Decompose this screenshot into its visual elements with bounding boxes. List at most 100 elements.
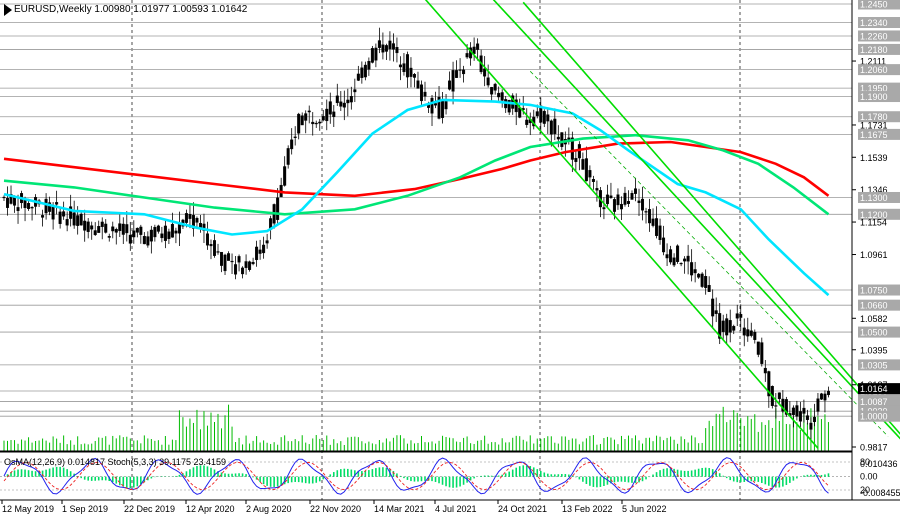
time-axis-labels: 12 May 2019 1 Sep 2019 22 Dec 2019 12 Apr 2… <box>1 500 667 514</box>
candle-body <box>826 390 830 396</box>
candle-body <box>823 393 827 401</box>
candle-body <box>584 158 588 182</box>
moving-averages <box>3 98 830 297</box>
candle-body <box>735 313 739 319</box>
candle-body <box>760 342 764 364</box>
candle-body <box>353 89 357 93</box>
price-tag-bg <box>858 299 900 311</box>
candle-body <box>342 102 346 108</box>
candle-body <box>549 120 553 135</box>
time-label: 1 Sep 2019 <box>62 504 108 514</box>
candle-body <box>630 193 634 200</box>
candle-body <box>360 67 364 78</box>
candle-body <box>262 244 266 254</box>
candle-body <box>690 262 694 276</box>
candle-body <box>714 310 718 314</box>
candle-body <box>749 330 753 336</box>
candle-body <box>612 199 616 212</box>
candle-body <box>332 111 336 117</box>
candle-body <box>405 54 409 78</box>
candle-body <box>451 70 455 92</box>
candle-body <box>816 398 820 412</box>
candle-body <box>616 194 620 206</box>
candle-body <box>318 121 322 124</box>
price-label: 1.1154 <box>860 218 887 228</box>
candle-body <box>30 207 34 209</box>
candle-body <box>686 255 690 262</box>
candle-body <box>700 273 704 287</box>
candle-body <box>195 218 199 223</box>
candle-body <box>290 139 294 150</box>
candle-body <box>525 119 529 125</box>
candle-body <box>377 40 381 48</box>
candle-body <box>276 197 280 220</box>
candle-body <box>328 101 332 115</box>
candle-body <box>819 393 823 400</box>
candle-body <box>69 206 73 219</box>
candle-body <box>135 227 139 233</box>
candle-body <box>634 188 638 194</box>
candle-body <box>434 103 438 106</box>
candle-body <box>430 97 434 114</box>
candle-body <box>753 331 757 340</box>
candle-body <box>553 118 557 135</box>
ema-line <box>3 133 830 216</box>
candle-body <box>258 249 262 254</box>
price-tag-bg <box>858 91 900 103</box>
price-tag-bg <box>858 64 900 76</box>
candle-body <box>41 215 45 218</box>
candle-body <box>212 240 216 256</box>
chart-header: EURUSD,Weekly 1.00980 1.01977 1.00593 1.… <box>14 4 248 15</box>
candle-body <box>6 197 10 208</box>
candle-body <box>416 80 420 89</box>
candle-body <box>356 73 360 81</box>
candle-body <box>220 251 224 266</box>
stoch-main-line <box>3 457 829 495</box>
candle-body <box>437 96 441 119</box>
candle-body <box>542 110 546 124</box>
time-label: 13 Feb 2022 <box>562 504 613 514</box>
candle-body <box>188 214 192 219</box>
candle-body <box>48 202 52 212</box>
horizontal-levels <box>0 3 852 417</box>
candle-body <box>588 170 592 178</box>
time-label: 12 Apr 2020 <box>186 504 235 514</box>
candle-body <box>476 43 480 50</box>
candle-body <box>79 213 83 226</box>
price-tag-text: 1.0750 <box>860 286 888 296</box>
price-tag-text: 1.1200 <box>860 210 888 220</box>
candle-body <box>556 136 560 140</box>
candle-body <box>374 47 378 61</box>
price-tag-text: 1.1900 <box>860 92 888 102</box>
axes <box>0 0 853 500</box>
candle-body <box>655 218 659 236</box>
oscillator-panel <box>0 451 900 501</box>
candle-body <box>163 225 167 241</box>
candle-body <box>300 115 304 126</box>
candle-body <box>419 84 423 102</box>
candle-body <box>423 91 427 97</box>
channel-line <box>522 1 900 435</box>
price-label: 1.1731 <box>860 120 888 130</box>
candle-body <box>205 233 209 246</box>
candle-body <box>209 244 213 247</box>
candle-body <box>767 371 771 397</box>
candle-body <box>809 422 813 430</box>
candle-body <box>721 320 725 332</box>
candle-body <box>227 253 231 261</box>
candle-body <box>370 48 374 63</box>
candle-body <box>293 136 297 138</box>
price-label: 1.0582 <box>860 314 888 324</box>
candle-body <box>581 159 585 170</box>
channel-line <box>492 0 900 440</box>
candle-body <box>114 229 118 233</box>
oscillator-label: OsMA(12,26,9) 0.014817 Stoch(5,3,3) 39.1… <box>4 457 226 467</box>
candle-body <box>791 407 795 416</box>
candle-body <box>381 44 385 53</box>
price-tag-text: 1.0660 <box>860 301 888 311</box>
candle-body <box>62 211 66 217</box>
candle-body <box>191 214 195 229</box>
candle-body <box>798 411 802 422</box>
